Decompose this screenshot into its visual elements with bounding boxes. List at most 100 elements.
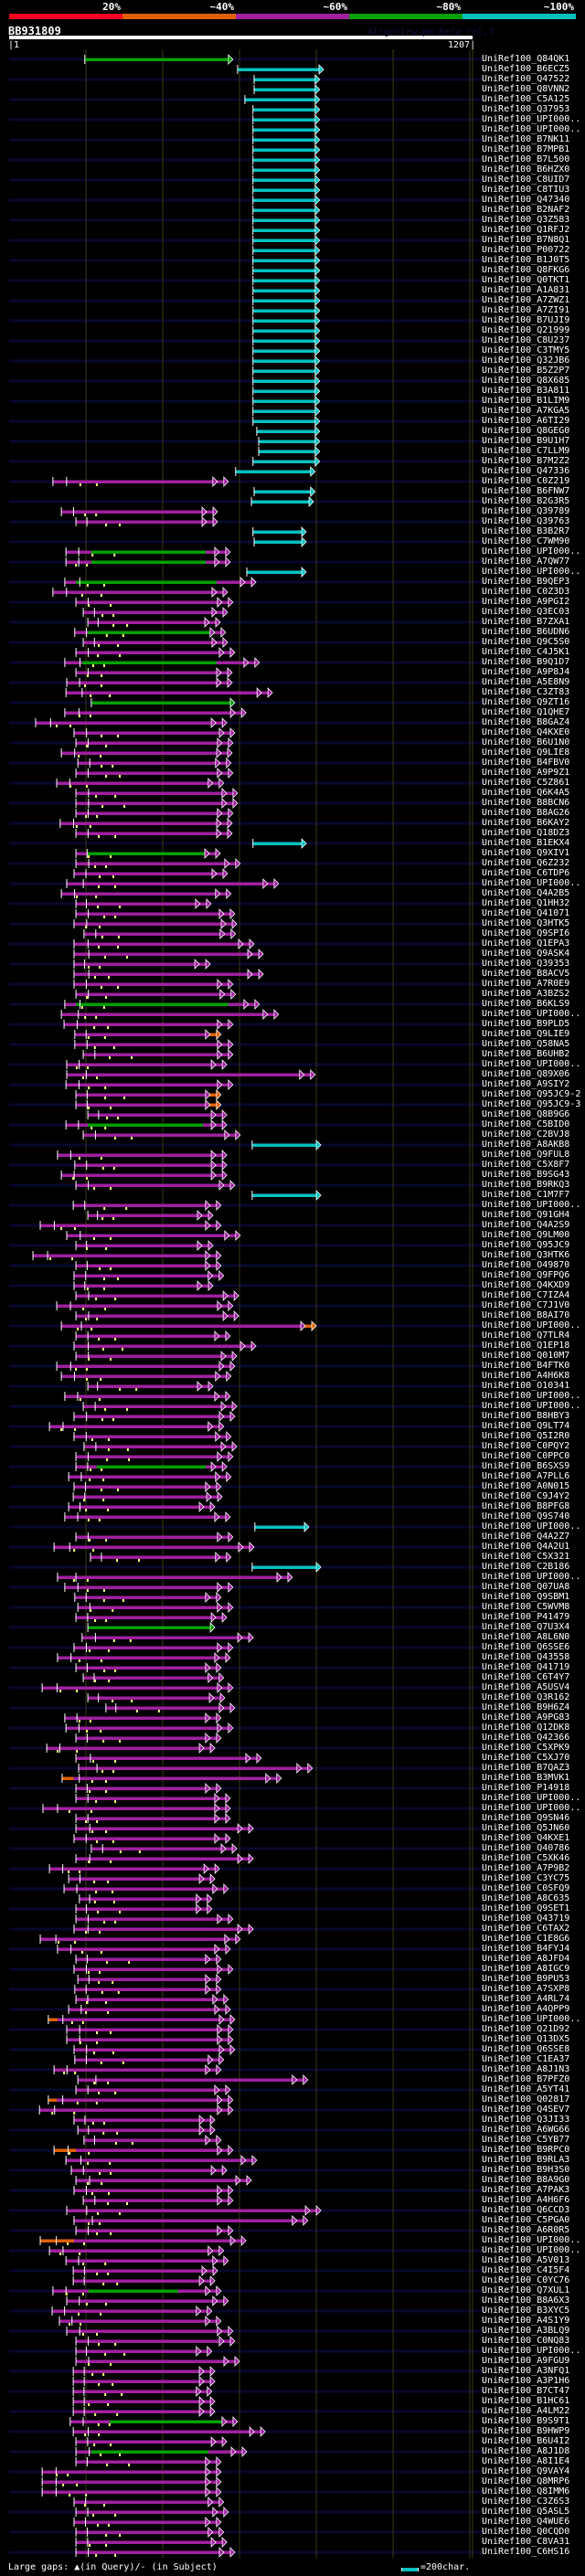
hit-label[interactable]: UniRef100_B2NAF2: [482, 205, 570, 215]
hit-label[interactable]: UniRef100_C5XPK9: [482, 1743, 570, 1753]
hit-label[interactable]: UniRef100_Q1EP18: [482, 1341, 570, 1351]
hit-label[interactable]: UniRef100_UPI000..: [482, 1320, 581, 1330]
hit-label[interactable]: UniRef100_Q21999: [482, 325, 570, 335]
hit-label[interactable]: UniRef100_A6R0R5: [482, 2225, 570, 2235]
hit-label[interactable]: UniRef100_Q3HTK5: [482, 918, 570, 928]
hit-label[interactable]: UniRef100_Q84QK1: [482, 54, 570, 64]
hit-label[interactable]: UniRef100_B1J0T5: [482, 255, 570, 265]
hit-label[interactable]: UniRef100_C0PQY2: [482, 1441, 570, 1451]
hit-label[interactable]: UniRef100_A4LM22: [482, 2406, 570, 2416]
hit-label[interactable]: UniRef100_A9P8J4: [482, 667, 570, 677]
hit-label[interactable]: UniRef100_Q4SEV7: [482, 2104, 570, 2115]
hit-label[interactable]: UniRef100_A9PGI2: [482, 597, 570, 607]
hit-label[interactable]: UniRef100_Q1QHE7: [482, 707, 570, 717]
hit-label[interactable]: UniRef100_Q3HTK6: [482, 1250, 570, 1260]
hit-label[interactable]: UniRef100_Q9SPI6: [482, 928, 570, 938]
hit-label[interactable]: UniRef100_A9PG83: [482, 1712, 570, 1723]
hit-label[interactable]: UniRef100_UPI000..: [482, 1391, 581, 1401]
hit-label[interactable]: UniRef100_A4H6K8: [482, 1371, 570, 1381]
hit-label[interactable]: UniRef100_Q6CCD3: [482, 2205, 570, 2215]
hit-label[interactable]: UniRef100_Q8B9G6: [482, 1109, 570, 1119]
hit-label[interactable]: UniRef100_A7ZI91: [482, 305, 570, 315]
hit-label[interactable]: UniRef100_B9Q1D7: [482, 657, 570, 667]
hit-label[interactable]: UniRef100_B7PFZ0: [482, 2074, 570, 2084]
hit-label[interactable]: UniRef100_Q3Z583: [482, 215, 570, 225]
hit-label[interactable]: UniRef100_B6UHB2: [482, 1049, 570, 1059]
hit-label[interactable]: UniRef100_Q5I2R0: [482, 1431, 570, 1441]
hit-label[interactable]: UniRef100_Q010M7: [482, 1351, 570, 1361]
hit-label[interactable]: UniRef100_UPI000..: [482, 1521, 581, 1532]
hit-label[interactable]: UniRef100_Q9XIV1: [482, 848, 570, 858]
hit-label[interactable]: UniRef100_C2BVJ8: [482, 1129, 570, 1140]
hit-label[interactable]: UniRef100_Q8VNN2: [482, 84, 570, 94]
hit-label[interactable]: UniRef100_UPI000..: [482, 1401, 581, 1411]
hit-label[interactable]: UniRef100_B6U4I2: [482, 2436, 570, 2446]
hit-label[interactable]: UniRef100_Q47522: [482, 74, 570, 84]
hit-label[interactable]: UniRef100_B9SG43: [482, 1170, 570, 1180]
hit-label[interactable]: UniRef100_B9PU53: [482, 1974, 570, 1984]
hit-label[interactable]: UniRef100_Q1RFJ2: [482, 225, 570, 235]
hit-label[interactable]: UniRef100_A8AKB8: [482, 1140, 570, 1150]
hit-label[interactable]: UniRef100_A4RL74: [482, 1994, 570, 2004]
hit-label[interactable]: UniRef100_C0Z3D3: [482, 587, 570, 597]
hit-label[interactable]: UniRef100_B2G3R5: [482, 496, 570, 506]
hit-label[interactable]: UniRef100_UPI000..: [482, 1200, 581, 1210]
hit-label[interactable]: UniRef100_Q3R162: [482, 1692, 570, 1702]
hit-label[interactable]: UniRef100_Q4KXE0: [482, 727, 570, 737]
hit-label[interactable]: UniRef100_Q3EC03: [482, 607, 570, 617]
hit-label[interactable]: UniRef100_UPI000..: [482, 2245, 581, 2255]
hit-label[interactable]: UniRef100_B8AI70: [482, 1310, 570, 1320]
hit-label[interactable]: UniRef100_C4J5K1: [482, 647, 570, 657]
hit-label[interactable]: UniRef100_UPI000..: [482, 1803, 581, 1813]
hit-label[interactable]: UniRef100_Q9FUL8: [482, 1150, 570, 1160]
hit-label[interactable]: UniRef100_C3Z6S3: [482, 2496, 570, 2507]
hit-label[interactable]: UniRef100_A5E8N9: [482, 677, 570, 687]
hit-label[interactable]: UniRef100_A7SXP8: [482, 1984, 570, 1994]
hit-label[interactable]: UniRef100_C5X8F7: [482, 1160, 570, 1170]
hit-label[interactable]: UniRef100_UPI000..: [482, 2235, 581, 2245]
hit-label[interactable]: UniRef100_UPI000..: [482, 2014, 581, 2024]
hit-label[interactable]: UniRef100_B9S9T1: [482, 2416, 570, 2426]
hit-label[interactable]: UniRef100_A0N015: [482, 1481, 570, 1491]
hit-label[interactable]: UniRef100_C7J1V0: [482, 1300, 570, 1310]
hit-label[interactable]: UniRef100_Q42366: [482, 1733, 570, 1743]
hit-label[interactable]: UniRef100_B3A811: [482, 386, 570, 396]
hit-label[interactable]: UniRef100_B4FBV0: [482, 758, 570, 768]
hit-label[interactable]: UniRef100_B8BCN6: [482, 798, 570, 808]
hit-label[interactable]: UniRef100_A8I1E4: [482, 2456, 570, 2466]
hit-label[interactable]: UniRef100_Q40786: [482, 1843, 570, 1853]
hit-label[interactable]: UniRef100_Q37953: [482, 104, 570, 114]
hit-label[interactable]: UniRef100_B9HWP9: [482, 2426, 570, 2436]
hit-label[interactable]: UniRef100_A9SIY2: [482, 1079, 570, 1089]
hit-label[interactable]: UniRef100_Q32JB6: [482, 355, 570, 366]
hit-label[interactable]: UniRef100_Q1EPA3: [482, 938, 570, 949]
hit-label[interactable]: UniRef100_Q8GEG0: [482, 426, 570, 436]
hit-label[interactable]: UniRef100_C5WVM8: [482, 1602, 570, 1612]
hit-label[interactable]: UniRef100_Q9LM00: [482, 1230, 570, 1240]
hit-label[interactable]: UniRef100_B8ACV5: [482, 969, 570, 979]
hit-label[interactable]: UniRef100_A5YT41: [482, 2084, 570, 2094]
hit-label[interactable]: UniRef100_Q6SSE8: [482, 2044, 570, 2054]
hit-label[interactable]: UniRef100_Q3JI33: [482, 2115, 570, 2125]
hit-label[interactable]: UniRef100_C3YC75: [482, 1873, 570, 1883]
hit-label[interactable]: UniRef100_A8J1N3: [482, 2064, 570, 2074]
hit-label[interactable]: UniRef100_Q4A2Z7: [482, 1532, 570, 1542]
hit-label[interactable]: UniRef100_C9J4Y2: [482, 1491, 570, 1501]
hit-label[interactable]: UniRef100_C5BID0: [482, 1119, 570, 1129]
hit-label[interactable]: UniRef100_B9PLD5: [482, 1019, 570, 1029]
hit-label[interactable]: UniRef100_C5XJ70: [482, 1753, 570, 1763]
hit-label[interactable]: UniRef100_UPI000..: [482, 567, 581, 577]
hit-label[interactable]: UniRef100_B9H3S0: [482, 2165, 570, 2175]
hit-label[interactable]: UniRef100_C0PPC0: [482, 1451, 570, 1461]
hit-label[interactable]: UniRef100_B8AG26: [482, 808, 570, 818]
hit-label[interactable]: UniRef100_B8A9G0: [482, 2175, 570, 2185]
hit-label[interactable]: UniRef100_Q18DZ3: [482, 828, 570, 838]
hit-label[interactable]: UniRef100_A7P9B2: [482, 1863, 570, 1873]
hit-label[interactable]: UniRef100_P00722: [482, 245, 570, 255]
hit-label[interactable]: UniRef100_Q4KXD9: [482, 1280, 570, 1290]
hit-label[interactable]: UniRef100_B8A6X3: [482, 2295, 570, 2306]
hit-label[interactable]: UniRef100_C4I5F4: [482, 2265, 570, 2275]
hit-label[interactable]: UniRef100_UPI000..: [482, 1009, 581, 1019]
hit-label[interactable]: UniRef100_B8PFG8: [482, 1501, 570, 1511]
hit-label[interactable]: UniRef100_Q7XUL1: [482, 2285, 570, 2295]
